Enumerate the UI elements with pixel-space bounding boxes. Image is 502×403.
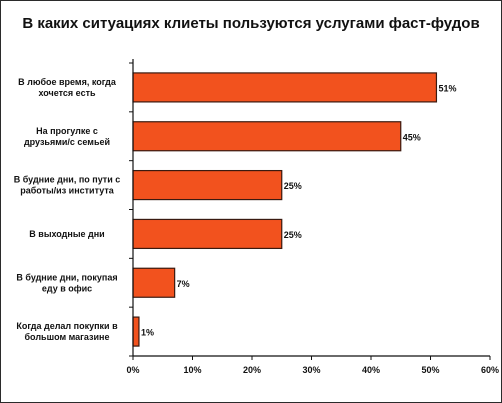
x-tick-label-4: 40% — [362, 365, 380, 375]
chart-title: В каких ситуациях клиеты пользуются услу… — [22, 15, 480, 32]
bar-4 — [132, 267, 176, 298]
category-label-5: Когда делал покупки в большом магазине — [16, 321, 118, 342]
x-tick-label-5: 50% — [421, 365, 439, 375]
x-tick-label-0: 0% — [126, 365, 139, 375]
x-tick-label-1: 10% — [183, 365, 201, 375]
x-tick-label-6: 60% — [481, 365, 499, 375]
data-label-5: 1% — [141, 328, 154, 338]
category-label-4: В будние дни, покупая еду в офис — [16, 272, 117, 293]
data-label-3: 25% — [284, 230, 302, 240]
bar-3 — [132, 218, 283, 250]
bars-layer — [132, 72, 438, 347]
data-label-4: 7% — [177, 279, 190, 289]
data-label-0: 51% — [438, 83, 456, 93]
bar-2 — [132, 169, 283, 201]
category-label-3: В выходные дни — [29, 229, 104, 239]
category-label-0: В любое время, когда хочется есть — [18, 77, 117, 98]
axis-layer — [129, 59, 491, 360]
x-tick-label-2: 20% — [243, 365, 261, 375]
category-label-2: В будние дни, по пути с работы/из институ… — [14, 175, 121, 196]
data-label-2: 25% — [284, 181, 302, 191]
bar-1 — [132, 121, 402, 152]
labels-layer: 51% В любое время, когда хочется есть 45% На… — [14, 77, 499, 375]
category-label-1: На прогулке с друзьями/с семьей — [24, 126, 110, 147]
data-label-1: 45% — [403, 132, 421, 142]
bar-5 — [132, 316, 140, 347]
bar-0 — [132, 72, 438, 103]
x-tick-label-3: 30% — [302, 365, 320, 375]
